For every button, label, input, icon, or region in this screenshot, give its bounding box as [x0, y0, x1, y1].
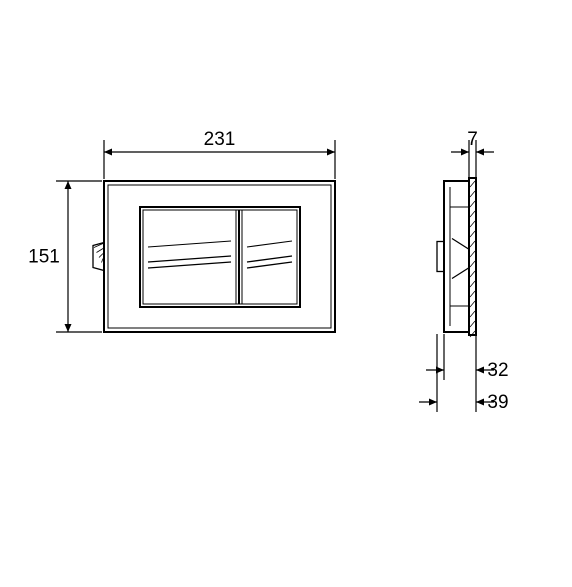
dim-label-7: 7 — [467, 129, 478, 150]
dim-label-39: 39 — [487, 392, 508, 413]
dim-label-151: 151 — [28, 247, 60, 268]
side-view: 7 32 39 — [419, 129, 509, 413]
engineering-drawing: 231 151 7 32 39 — [0, 0, 572, 587]
dim-label-231: 231 — [204, 129, 236, 150]
front-view: 231 151 — [28, 129, 335, 332]
dim-label-32: 32 — [487, 360, 508, 381]
